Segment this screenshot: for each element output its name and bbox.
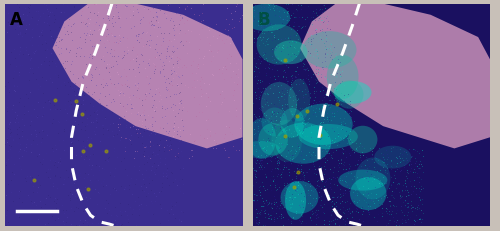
Polygon shape <box>5 5 242 226</box>
Ellipse shape <box>338 170 388 191</box>
Ellipse shape <box>272 120 302 162</box>
Ellipse shape <box>280 109 304 138</box>
Ellipse shape <box>243 5 290 32</box>
Ellipse shape <box>356 158 390 200</box>
Ellipse shape <box>348 126 378 154</box>
Ellipse shape <box>285 182 306 220</box>
Ellipse shape <box>262 108 287 137</box>
Polygon shape <box>252 5 490 226</box>
Ellipse shape <box>274 41 308 65</box>
Text: A: A <box>10 11 22 29</box>
Polygon shape <box>300 5 490 149</box>
Ellipse shape <box>248 119 276 159</box>
Ellipse shape <box>240 141 281 158</box>
Ellipse shape <box>276 123 331 164</box>
Ellipse shape <box>350 177 387 210</box>
Ellipse shape <box>288 79 310 122</box>
Ellipse shape <box>280 181 318 214</box>
Polygon shape <box>5 5 242 226</box>
Ellipse shape <box>335 81 364 109</box>
Ellipse shape <box>326 56 358 100</box>
Ellipse shape <box>298 125 358 149</box>
Ellipse shape <box>334 82 372 104</box>
Ellipse shape <box>256 25 302 65</box>
Polygon shape <box>52 5 242 149</box>
Ellipse shape <box>258 124 288 156</box>
Polygon shape <box>252 5 490 226</box>
Ellipse shape <box>294 104 352 145</box>
Ellipse shape <box>374 146 411 169</box>
Ellipse shape <box>261 83 297 126</box>
Ellipse shape <box>302 32 356 69</box>
Text: B: B <box>257 11 270 29</box>
